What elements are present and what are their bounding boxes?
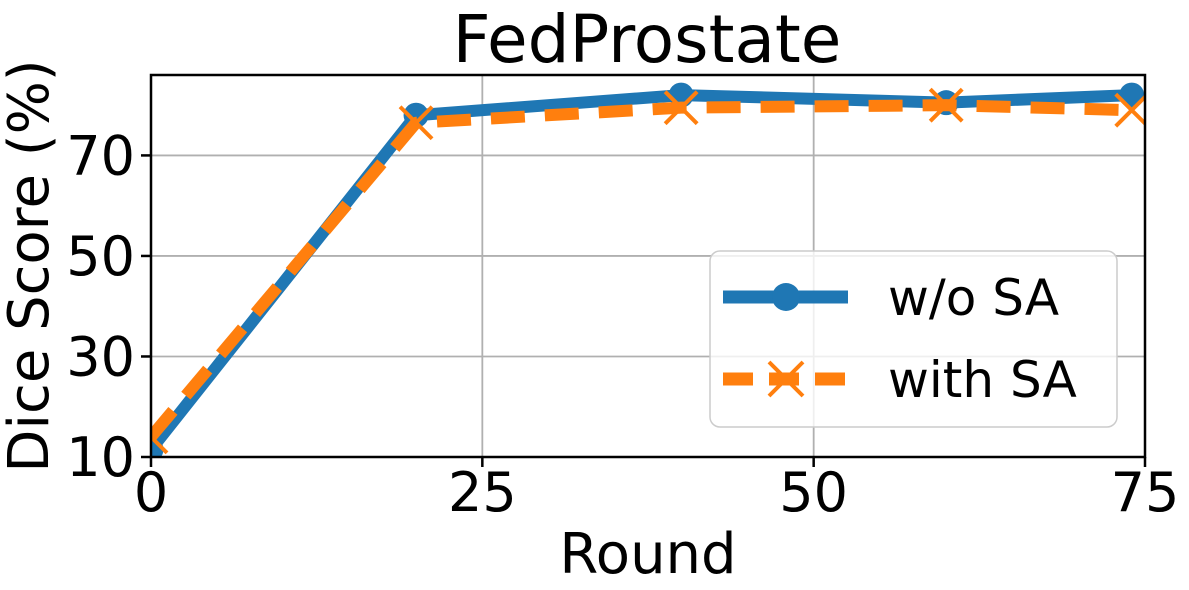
y-axis-label: Dice Score (%) xyxy=(0,59,62,472)
x-axis-label: Round xyxy=(559,522,736,587)
x-marker xyxy=(1114,92,1145,128)
y-tick-label: 10 xyxy=(66,426,135,489)
plot-frame xyxy=(149,73,1147,459)
legend-label: with SA xyxy=(888,351,1077,409)
y-tick-label: 70 xyxy=(66,124,135,187)
x-tick-label: 0 xyxy=(134,461,168,524)
legend-circle-marker xyxy=(772,283,800,311)
x-marker xyxy=(663,90,699,126)
x-tick-label: 50 xyxy=(779,461,848,524)
chart-title: FedProstate xyxy=(453,1,842,78)
y-tick-label: 50 xyxy=(66,225,135,288)
x-marker xyxy=(151,419,169,455)
legend-label: w/o SA xyxy=(888,269,1059,327)
legend-entry-1: with SA xyxy=(723,351,1077,409)
legend: w/o SA with SA xyxy=(709,250,1118,428)
x-tick-label: 25 xyxy=(448,461,517,524)
legend-x-marker xyxy=(767,360,805,398)
x-tick-label: 75 xyxy=(1111,461,1180,524)
series-1-dashed-line xyxy=(151,87,1145,455)
legend-entry-0: w/o SA xyxy=(723,269,1059,327)
axis-ticks: 0 25 50 75 10 30 50 70 xyxy=(66,124,1179,524)
x-marker xyxy=(398,105,434,141)
data-series xyxy=(151,82,1145,457)
plot-border xyxy=(149,73,1147,459)
x-marker xyxy=(928,87,964,123)
y-tick-label: 30 xyxy=(66,325,135,388)
